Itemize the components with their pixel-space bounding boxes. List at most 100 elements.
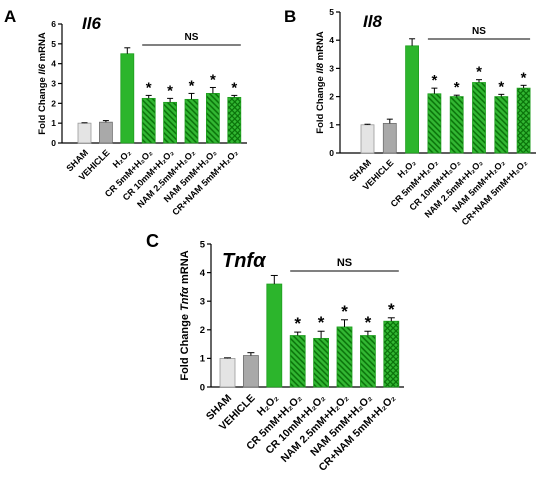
error-bar: [231, 94, 238, 98]
y-axis-label-text: mRNA: [315, 31, 326, 63]
y-tick-label: 1: [200, 354, 206, 365]
error-bar: [247, 352, 255, 356]
y-tick-label: 5: [200, 239, 206, 250]
error-bar: [124, 47, 131, 54]
chart-title: Il6: [82, 14, 101, 33]
error-bar: [387, 317, 395, 322]
significance-star: *: [431, 72, 437, 89]
ns-label: NS: [185, 32, 199, 43]
panel-letter: A: [4, 7, 16, 26]
significance-star: *: [454, 79, 460, 96]
error-bar: [409, 38, 416, 46]
y-axis-label-gene: Tnfα: [179, 286, 191, 311]
bar-cr-5mm-h2o2: [427, 93, 442, 154]
significance-star: *: [189, 77, 195, 94]
y-tick-label: 4: [200, 268, 206, 279]
bar-h2o2: [266, 283, 283, 388]
y-axis-label-text: mRNA: [179, 250, 191, 287]
ns-label: NS: [472, 26, 486, 37]
significance-star: *: [231, 79, 237, 96]
significance-star: *: [498, 78, 504, 95]
bar-vehicle: [99, 121, 113, 144]
y-tick-label: 6: [51, 19, 56, 29]
significance-star: *: [365, 313, 372, 332]
error-bar: [317, 330, 325, 339]
y-axis-label-text: Fold Change: [315, 74, 326, 134]
significance-star: *: [476, 64, 482, 81]
y-axis-label-text: mRNA: [37, 32, 48, 64]
y-axis-label-gene: Il8: [315, 62, 326, 73]
error-bar: [224, 357, 231, 359]
chart-title: Il8: [363, 12, 382, 31]
error-bar: [498, 93, 505, 97]
y-tick-label: 2: [51, 98, 56, 108]
y-tick-label: 3: [329, 63, 334, 73]
bar-sham: [360, 124, 375, 154]
bar-vehicle: [382, 122, 397, 154]
bar-cr-10mm-h2o2: [163, 101, 178, 144]
error-bar: [209, 86, 216, 94]
y-axis-label-gene: Il6: [37, 63, 48, 74]
significance-star: *: [388, 300, 395, 319]
significance-star: *: [146, 79, 152, 96]
y-tick-label: 1: [329, 120, 334, 130]
y-tick-label: 5: [51, 39, 56, 49]
error-bar: [167, 97, 174, 103]
error-bar: [341, 319, 348, 327]
error-bar: [294, 331, 302, 336]
error-bar: [453, 94, 460, 97]
error-bar: [386, 118, 393, 124]
bar-nam-2-5mm-h2o2: [472, 82, 486, 154]
error-bar: [431, 87, 438, 94]
bar-cr-nam-5mm-h2o2: [516, 87, 531, 154]
y-tick-label: 0: [51, 138, 56, 148]
y-tick-label: 0: [200, 382, 205, 393]
bar-cr-10mm-h2o2: [449, 96, 464, 154]
error-bar: [364, 330, 372, 336]
y-tick-label: 2: [200, 325, 205, 336]
y-tick-label: 3: [51, 78, 56, 88]
y-tick-label: 0: [329, 148, 334, 158]
bar-cr-5mm-h2o2: [289, 335, 306, 388]
error-bar: [102, 120, 109, 123]
bar-sham: [77, 122, 92, 144]
y-axis-label: Fold Change Il6 mRNA: [37, 32, 48, 135]
y-tick-label: 2: [329, 92, 334, 102]
bar-cr-nam-5mm-h2o2: [227, 96, 242, 144]
bar-nam-2-5mm-h2o2: [184, 98, 199, 144]
y-tick-label: 5: [329, 7, 334, 17]
y-axis-label: Fold Change Tnfα mRNA: [179, 250, 191, 380]
bar-nam-2-5mm-h2o2: [336, 326, 353, 388]
y-axis-label: Fold Change Il8 mRNA: [315, 31, 326, 134]
error-bar: [520, 84, 527, 89]
bar-nam-5mm-h2o2: [494, 96, 509, 154]
y-tick-label: 4: [51, 59, 56, 69]
error-bar: [145, 94, 152, 99]
ns-label: NS: [337, 257, 352, 269]
significance-star: *: [294, 314, 301, 333]
y-tick-label: 1: [51, 118, 56, 128]
panel-letter: B: [284, 7, 296, 26]
bar-nam-5mm-h2o2: [359, 335, 376, 388]
bar-h2o2: [405, 45, 420, 154]
error-bar: [364, 123, 371, 125]
bar-sham: [219, 357, 236, 388]
significance-star: *: [521, 69, 527, 86]
y-tick-label: 3: [200, 297, 205, 308]
bar-nam-5mm-h2o2: [205, 93, 220, 144]
bar-cr-10mm-h2o2: [313, 337, 330, 388]
significance-star: *: [210, 71, 216, 88]
significance-star: *: [341, 302, 348, 321]
y-axis-label-text: Fold Change: [179, 311, 191, 381]
chart-title: Tnfα: [222, 250, 267, 272]
bar-vehicle: [242, 355, 259, 388]
y-tick-label: 4: [329, 35, 334, 45]
significance-star: *: [318, 313, 325, 332]
bar-cr-nam-5mm-h2o2: [383, 320, 400, 388]
error-bar: [270, 274, 278, 285]
